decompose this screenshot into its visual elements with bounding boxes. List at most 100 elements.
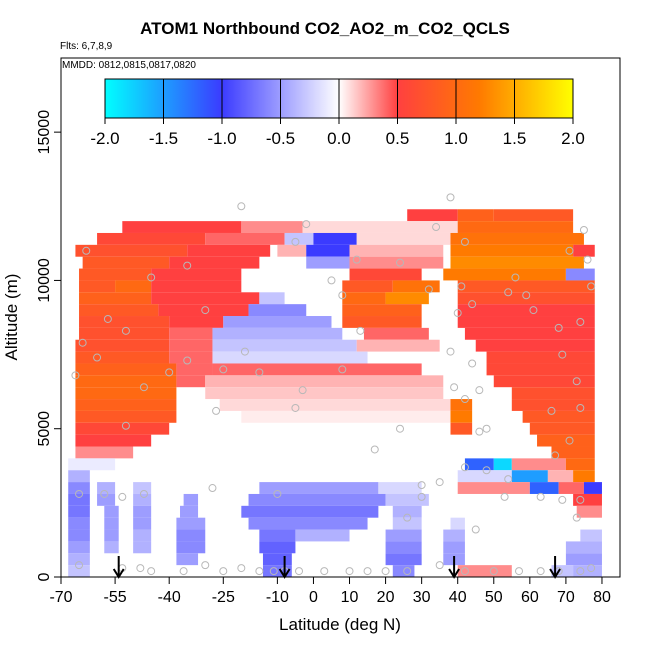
heatmap-cell bbox=[79, 316, 170, 328]
heatmap-cell bbox=[565, 553, 602, 566]
heatmap-cell bbox=[75, 387, 177, 400]
heatmap-cell bbox=[551, 446, 595, 459]
sample-point bbox=[536, 567, 545, 576]
heatmap-cell bbox=[248, 304, 307, 317]
heatmap-cell bbox=[356, 232, 451, 245]
sample-point bbox=[147, 567, 156, 576]
heatmap-cell bbox=[349, 268, 422, 281]
sample-point bbox=[93, 353, 102, 362]
sample-point bbox=[165, 368, 174, 377]
sample-point bbox=[576, 403, 585, 412]
sample-point bbox=[370, 445, 379, 454]
heatmap-cell bbox=[75, 351, 170, 364]
heatmap-cell bbox=[151, 292, 260, 305]
sample-point bbox=[515, 567, 524, 576]
sample-point bbox=[403, 513, 412, 522]
heatmap-cell bbox=[133, 493, 152, 506]
heatmap-cell bbox=[241, 221, 303, 233]
heatmap-cell bbox=[450, 256, 584, 269]
x-axis-label: Latitude (deg N) bbox=[279, 615, 401, 634]
heatmap-cell bbox=[464, 458, 494, 471]
heatmap-cell bbox=[313, 232, 357, 245]
sample-point bbox=[471, 525, 480, 534]
sample-point bbox=[403, 567, 412, 576]
heatmap-cell bbox=[241, 505, 379, 518]
sample-point bbox=[579, 226, 588, 235]
heatmap-cell bbox=[75, 399, 177, 411]
heatmap-cell bbox=[169, 327, 213, 340]
heatmap-cell bbox=[68, 517, 90, 530]
heatmap-cell bbox=[475, 339, 595, 352]
heatmap-cell bbox=[97, 232, 206, 245]
sample-point bbox=[363, 567, 372, 576]
sample-point bbox=[460, 463, 469, 472]
sample-point bbox=[273, 489, 282, 498]
sample-point bbox=[291, 237, 300, 246]
heatmap-cell bbox=[573, 493, 602, 506]
sample-point bbox=[345, 567, 354, 576]
heatmap-cell bbox=[342, 304, 422, 317]
x-tick-label: 40 bbox=[449, 589, 467, 606]
y-tick-label: 15000 bbox=[36, 110, 53, 155]
sample-point bbox=[237, 202, 246, 211]
heatmap-cell bbox=[151, 268, 242, 281]
heatmap-cell bbox=[176, 541, 206, 554]
heatmap-cell bbox=[450, 410, 473, 423]
sample-point bbox=[587, 564, 596, 573]
heatmap-cell bbox=[450, 422, 473, 435]
heatmap-cell bbox=[79, 292, 152, 305]
heatmap-cell bbox=[378, 482, 422, 494]
heatmap-cell bbox=[104, 517, 119, 530]
sample-point bbox=[75, 561, 84, 570]
sample-point bbox=[219, 365, 228, 374]
colorbar-tick-label: -2.0 bbox=[90, 129, 119, 148]
sample-point bbox=[295, 567, 304, 576]
sample-point bbox=[179, 567, 188, 576]
heatmap-cell bbox=[158, 304, 249, 317]
heatmap-cell bbox=[259, 541, 296, 554]
heatmap-cell bbox=[457, 470, 512, 483]
colorbar-tick-label: 0.5 bbox=[386, 129, 410, 148]
colorbar: -2.0 -1.5 -1.0 -0.5 0.0 0.5 1.0 1.5 2.0 bbox=[90, 78, 585, 148]
heatmap-cell bbox=[176, 517, 206, 530]
sample-point bbox=[82, 246, 91, 255]
sample-point bbox=[435, 561, 444, 570]
sample-point bbox=[432, 223, 441, 232]
heatmap-cell bbox=[68, 541, 90, 554]
heatmap-cell bbox=[573, 244, 595, 257]
sample-point bbox=[201, 306, 210, 315]
heatmap-cell bbox=[295, 529, 350, 542]
heatmap-cell bbox=[583, 482, 602, 494]
heatmap-cell bbox=[392, 517, 422, 530]
sample-point bbox=[255, 368, 264, 377]
sample-point bbox=[100, 489, 109, 498]
heatmap-cell bbox=[457, 292, 595, 305]
heatmap-cell bbox=[183, 493, 199, 506]
heatmap-cell bbox=[122, 221, 242, 233]
heatmap-cell bbox=[385, 541, 422, 554]
colorbar-tick-label: -0.5 bbox=[266, 129, 295, 148]
sample-point bbox=[338, 365, 347, 374]
heatmap-cell bbox=[385, 493, 429, 506]
heatmap-cell bbox=[464, 327, 595, 340]
sample-point bbox=[450, 383, 459, 392]
sample-point bbox=[327, 276, 336, 285]
x-axis: -70 -55 -40 -25 -10 0 10 20 30 40 50 60 70 80 bbox=[49, 577, 611, 606]
heatmap-cell bbox=[558, 482, 584, 494]
sample-point bbox=[71, 371, 80, 380]
sample-points bbox=[71, 193, 596, 576]
heatmap-cell bbox=[457, 304, 595, 317]
heatmap-cell bbox=[522, 410, 595, 423]
heatmap-cell bbox=[284, 232, 314, 245]
heatmap-cell bbox=[259, 292, 285, 305]
sample-point bbox=[240, 347, 249, 356]
sample-point bbox=[118, 492, 127, 501]
sample-point bbox=[75, 489, 84, 498]
sample-point bbox=[504, 288, 513, 297]
sample-point bbox=[435, 478, 444, 487]
heatmap-cell bbox=[151, 280, 242, 293]
sample-point bbox=[356, 326, 365, 335]
heatmap-cell bbox=[443, 541, 465, 554]
heatmap-cell bbox=[169, 351, 213, 364]
sample-point bbox=[500, 492, 509, 501]
